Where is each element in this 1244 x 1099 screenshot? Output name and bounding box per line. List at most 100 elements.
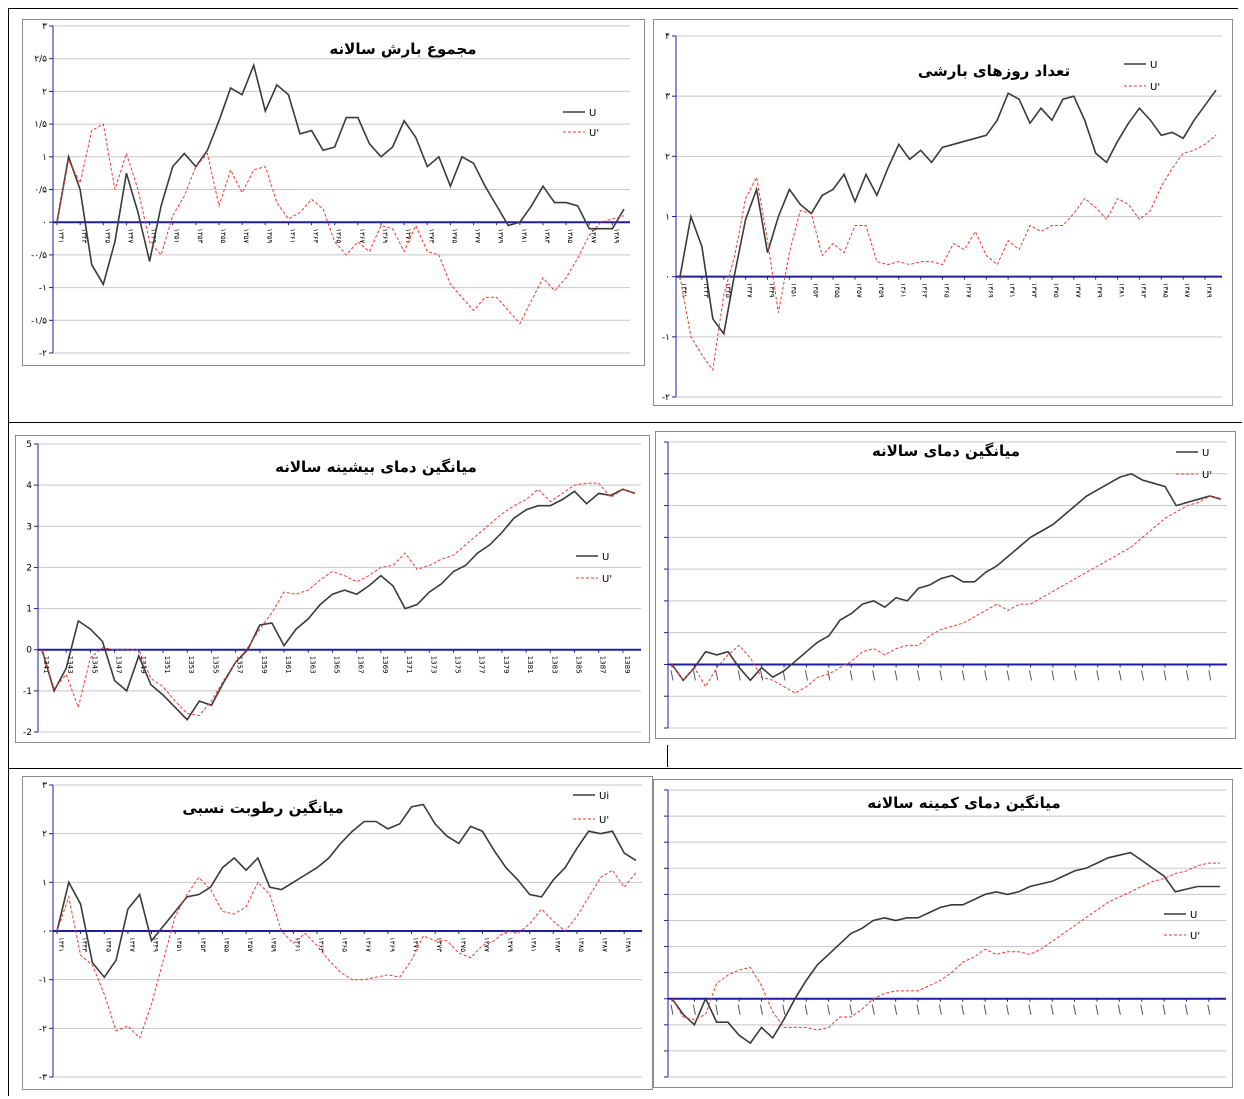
y-tick-label: ۱ [42,878,47,888]
x-tick-label: 1361 [284,656,292,674]
x-tick-label: ۱۳۶۱ [293,937,301,952]
series-line-u [671,851,1220,1045]
x-tick-label: ۱۳۴۱ [57,937,65,952]
x-tick-label: ۱۳۷۷ [474,228,482,243]
x-tick-label: ۱۳۴۳ [81,937,89,952]
x-tick-glyph [1208,670,1212,681]
x-tick-label: ۱۳۷۱ [1008,283,1016,298]
x-tick-glyph [961,1004,965,1015]
x-tick-glyph [1073,1004,1077,1015]
x-tick-label: ۱۳۵۳ [811,283,819,298]
x-tick-label: 1367 [357,656,365,674]
x-tick-label: ۱۳۶۷ [964,283,972,298]
x-tick-glyph [984,670,988,681]
x-tick-label: ۱۳۶۳ [317,937,325,952]
x-tick-label: ۱۳۴۳ [702,283,710,298]
x-tick-label: 1383 [550,656,558,674]
legend-label: U [589,108,596,119]
x-tick-label: ۱۳۶۵ [335,228,343,243]
legend-label: U' [602,574,612,585]
x-tick-glyph [1184,1004,1188,1015]
legend-label: U' [589,128,599,139]
x-tick-label: ۱۳۷۹ [497,228,505,243]
x-tick-label: ۱۳۵۹ [270,937,278,952]
x-tick-label: ۱۳۶۵ [341,937,349,952]
x-tick-label: ۱۳۸۱ [520,228,528,243]
legend-label: U' [1202,470,1212,481]
y-tick-label: 3 [26,522,32,532]
chart-mean-temperature: میانگین دمای سالانه U U' [655,431,1236,739]
x-tick-label: ۱۳۵۵ [219,228,227,243]
chart-title: میانگین رطوبت نسبی [182,799,343,817]
x-tick-glyph [1162,1004,1166,1015]
frame-center-tick [667,745,668,767]
x-tick-glyph [1163,670,1167,681]
x-tick-glyph [827,1004,831,1015]
series-line-u [671,472,1222,682]
y-tick-label: -۱ [662,333,670,343]
y-tick-label: 1 [26,605,32,615]
x-tick-label: 1359 [260,656,268,674]
x-tick-glyph [715,1004,719,1015]
x-tick-label: ۱۳۶۹ [388,937,396,952]
chart-max-temperature: 5 4 3 2 1 0 -1 -2 1341 1343 1345 1347 1349 1351 1353 13… [15,435,650,743]
x-tick-label: ۱۳۴۵ [103,228,111,243]
x-tick-glyph [759,1004,763,1015]
x-tick-label: 1357 [236,656,244,674]
x-tick-label: ۱۳۵۳ [196,228,204,243]
y-tick-label: ۱/۵ [34,120,47,130]
x-tick-label: ۱۳۴۷ [126,228,134,243]
series-line-u-prime [56,869,637,1040]
x-tick-label: ۱۳۷۵ [459,937,467,952]
x-tick-label: ۱۳۶۱ [288,228,296,243]
x-tick-label: ۱۳۴۹ [152,937,160,952]
legend-label: U [1202,448,1209,459]
x-tick-label: 1353 [187,656,195,674]
x-tick-label: ۱۳۴۳ [80,228,88,243]
x-tick-glyph [1140,1004,1144,1015]
x-tick-label: 1351 [163,656,171,674]
x-tick-label: ۱۳۸۷ [601,937,609,952]
y-tick-label: ۰ [42,927,47,937]
x-tick-glyph [827,670,831,681]
y-tick-label: 4 [26,481,32,491]
chart-title: تعداد روزهای بارشی [918,62,1070,80]
x-tick-label: ۱۳۷۱ [404,228,412,243]
y-tick-label: -۲ [662,393,670,403]
series-line-u [679,89,1217,336]
x-tick-glyph [1185,670,1189,681]
frame-left-line [8,8,9,1096]
frame-divider-2 [8,768,1242,769]
x-tick-label: ۱۳۸۳ [543,228,551,243]
x-tick-label: 1381 [526,656,534,674]
x-tick-label: 1387 [599,656,607,674]
y-tick-label: ۲ [665,152,670,162]
chart-min-temperature: میانگین دمای کمینه سالانه U U' [653,779,1233,1088]
series-line-u [41,488,636,721]
chart-svg: ۴ ۳ ۲ ۱ ۰ -۱ -۲ ۱۳۴۱ ۱۳۴۳ ۱۳۴۵ ۱۳۴۷ ۱۳۴۹ ۱۳۵۱ ۱۳۵۳ ۱۳۵… [662,32,1222,403]
x-tick-label: ۱۳۸۷ [589,228,597,243]
x-tick-label: 1355 [211,656,219,674]
x-tick-glyph [983,1004,987,1015]
x-tick-label: ۱۳۴۵ [104,937,112,952]
x-tick-label: ۱۳۴۱ [57,228,65,243]
x-tick-label: ۱۳۷۳ [427,228,435,243]
x-tick-label: ۱۳۴۹ [768,283,776,298]
x-tick-label: ۱۳۷۹ [1096,283,1104,298]
x-tick-label: 1369 [381,656,389,674]
x-tick-glyph [804,1004,808,1015]
x-tick-glyph [916,670,920,681]
x-tick-label: ۱۳۷۵ [1052,283,1060,298]
x-tick-label: ۱۳۶۱ [899,283,907,298]
legend-label: U' [1150,82,1160,93]
series-line-u-prime [679,134,1217,372]
x-tick-glyph [916,1004,920,1015]
x-tick-label: ۱۳۸۱ [530,937,538,952]
chart-relative-humidity: ۳ ۲ ۱ ۰ -۱ -۲ -۳ ۱۳۴۱ ۱۳۴۳ ۱۳۴۵ ۱۳۴۷ ۱۳۴۹ ۱۳۵۱ ۱۳۵۳ ۱۳… [22,776,653,1090]
x-tick-label: ۱۳۸۵ [566,228,574,243]
x-tick-label: 1377 [478,656,486,674]
x-tick-glyph [872,670,876,681]
x-tick-glyph [737,1004,741,1015]
x-tick-label: ۱۳۴۵ [724,283,732,298]
x-tick-glyph [737,670,741,681]
